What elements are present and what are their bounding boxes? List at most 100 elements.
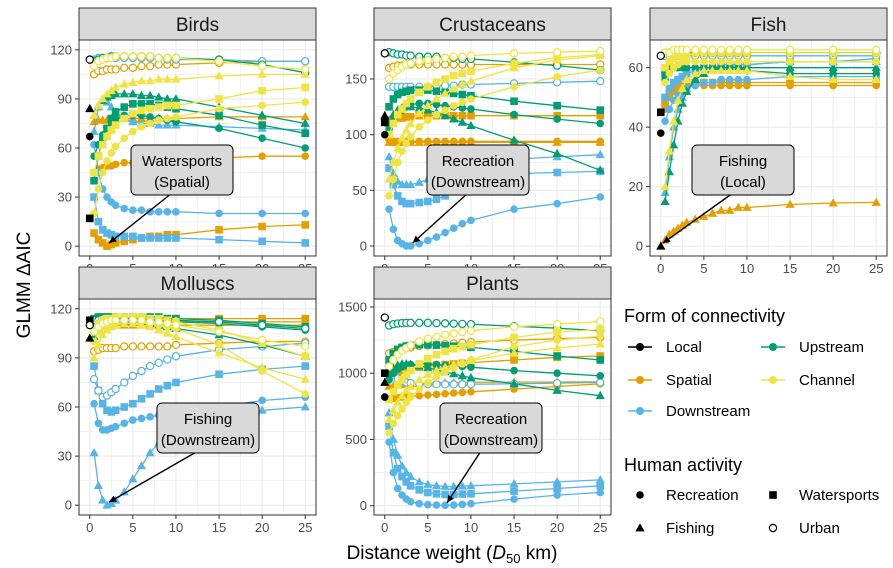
data-point [93, 100, 103, 109]
callout: Recreation (Downstream) [439, 402, 543, 504]
data-point [171, 320, 181, 330]
data-point [398, 366, 406, 375]
data-point [120, 63, 129, 73]
data-point [214, 327, 224, 336]
data-point [669, 122, 679, 131]
data-point [449, 52, 458, 61]
panel-crustaceans: 0510152025050100150CrustaceansRecreation… [345, 7, 612, 276]
data-point [725, 57, 734, 66]
data-point [146, 390, 154, 398]
data-point [145, 342, 155, 351]
data-point [172, 208, 180, 216]
data-point-local [656, 51, 665, 60]
data-point [415, 360, 424, 368]
data-point [398, 105, 406, 113]
data-point [415, 499, 424, 508]
data-point [137, 100, 146, 108]
data-point [432, 87, 441, 96]
callout: Watersports (Spatial) [108, 144, 234, 244]
data-point [415, 123, 424, 131]
legend-key-shape [635, 523, 645, 532]
data-point [129, 127, 137, 136]
data-point [510, 366, 518, 375]
callout-arrowhead [412, 235, 421, 243]
data-point [449, 329, 458, 338]
data-point [163, 381, 172, 390]
data-point [458, 98, 467, 107]
data-point [708, 45, 717, 55]
data-point [384, 74, 394, 84]
data-point [716, 205, 726, 214]
data-point [553, 484, 561, 493]
data-point [111, 406, 120, 415]
legend-item-urban: Urban [768, 520, 840, 537]
data-point [432, 54, 441, 64]
data-point [424, 111, 432, 120]
data-point [389, 119, 398, 128]
data-point [258, 152, 266, 160]
series-downstream-recreation [385, 193, 605, 250]
data-point [90, 399, 98, 408]
series-channel-recreation [385, 66, 605, 200]
callout-box [426, 144, 530, 196]
data-point [128, 117, 138, 126]
data-point [457, 79, 467, 88]
series-channel-fishing [384, 339, 605, 423]
data-point [301, 98, 310, 106]
legend-item-fishing: Fishing [635, 520, 714, 537]
data-point [743, 57, 751, 66]
data-point [707, 208, 718, 217]
data-point [509, 63, 519, 72]
data-point [665, 69, 674, 78]
data-point [669, 54, 678, 63]
data-point [725, 205, 735, 214]
data-point [258, 396, 266, 405]
data-point [467, 111, 475, 120]
data-point [458, 342, 467, 351]
data-point [661, 63, 669, 72]
data-point [137, 342, 146, 351]
data-point [111, 121, 120, 129]
data-point [742, 45, 752, 55]
data-point [690, 68, 700, 78]
data-point [406, 179, 416, 189]
data-point [415, 486, 424, 494]
data-point [509, 49, 519, 58]
data-point [553, 352, 561, 360]
series-channel-fishing [384, 50, 605, 183]
data-point [384, 414, 394, 423]
series-downstream-watersports [90, 362, 310, 416]
facet-strip [373, 7, 612, 41]
data-point [163, 319, 172, 328]
data-point [258, 134, 266, 142]
data-point [424, 391, 432, 399]
x-tick-label: 0 [86, 520, 93, 535]
data-point [510, 205, 518, 214]
y-tick-label: 30 [58, 449, 72, 464]
data-point [137, 206, 146, 214]
data-point [300, 402, 310, 411]
data-point [300, 374, 310, 383]
data-point [393, 397, 403, 406]
data-point [458, 500, 467, 509]
data-point [154, 103, 163, 111]
facet-title: Molluscs [161, 274, 235, 295]
data-point [137, 52, 146, 61]
data-point [677, 98, 687, 107]
data-point-local [380, 393, 389, 401]
data-point [441, 347, 449, 356]
series-channel-watersports [385, 325, 605, 404]
data-point [414, 477, 424, 486]
data-point [129, 416, 137, 424]
legend-item-watersports: Watersports [769, 487, 879, 504]
data-point [145, 361, 155, 371]
data-point [145, 317, 155, 327]
data-point [163, 53, 172, 63]
callout-arrowhead [109, 495, 117, 503]
series-line [93, 101, 306, 214]
data-point [393, 176, 403, 185]
data-point [98, 140, 107, 149]
data-point-local [380, 118, 389, 127]
data-point [146, 113, 154, 121]
callout-sublabel: (Downstream) [431, 174, 525, 191]
